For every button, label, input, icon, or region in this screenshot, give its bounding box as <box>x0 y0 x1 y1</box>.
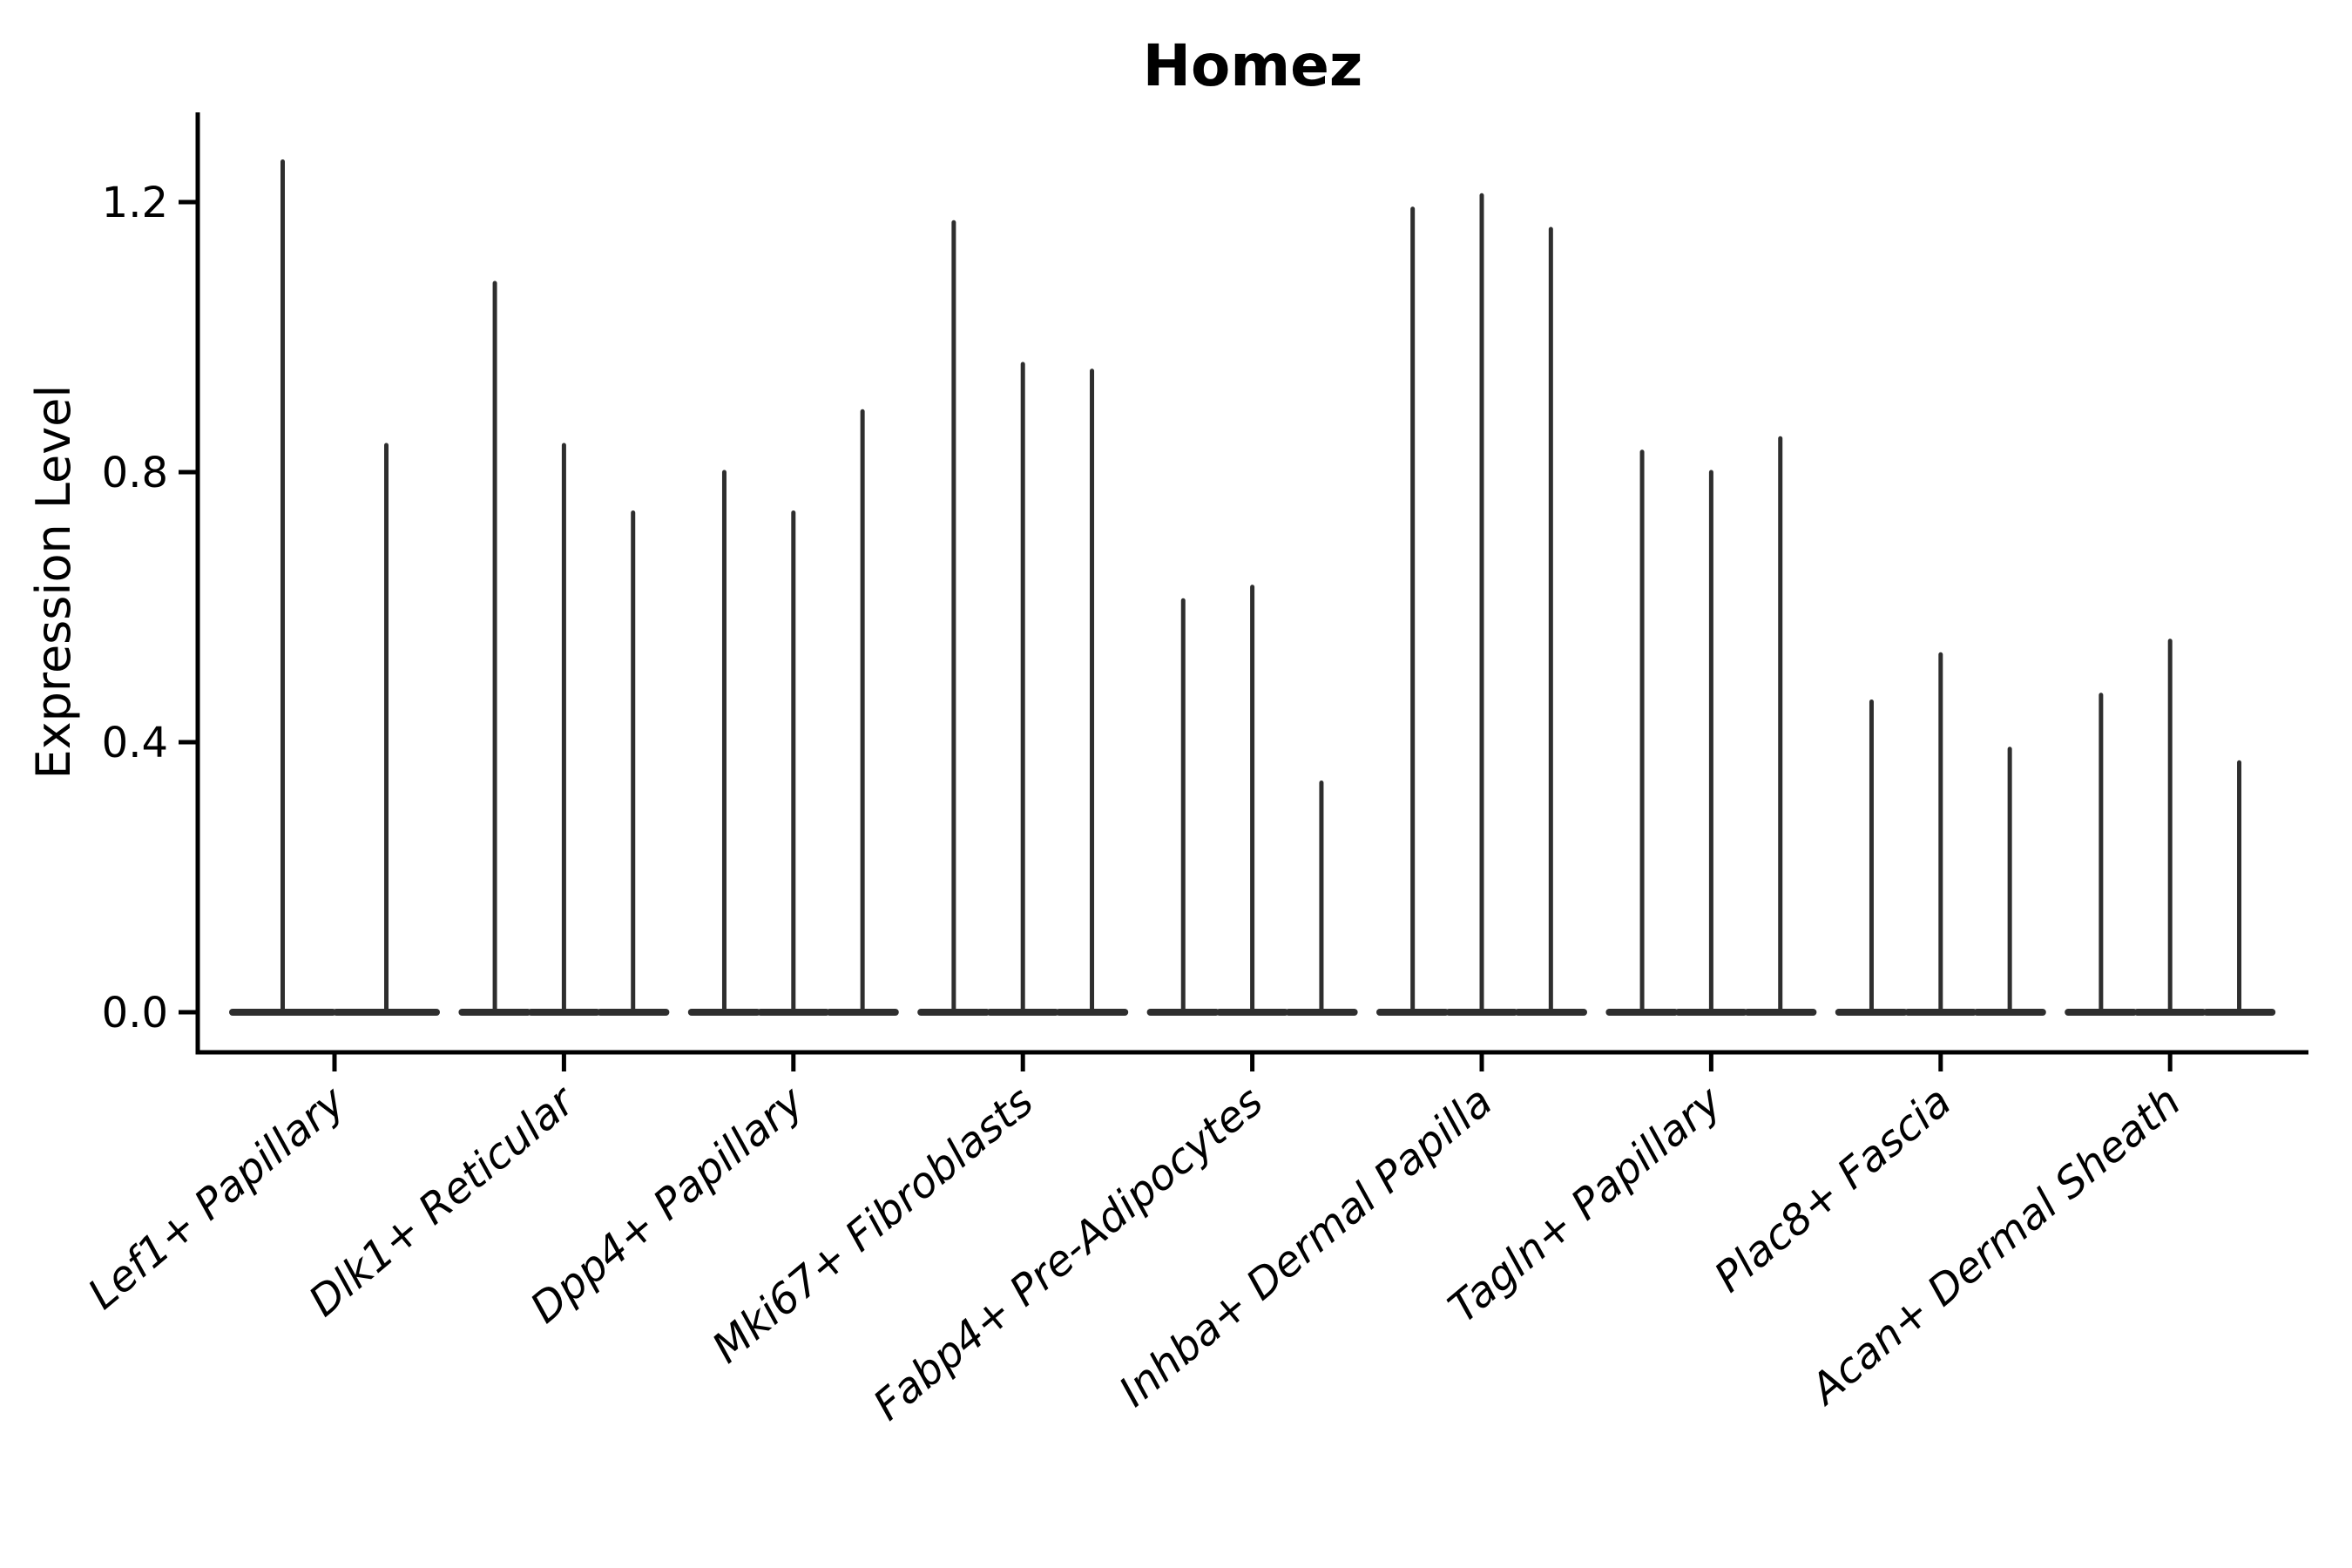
x-tick-label: Inhba+ Dermal Papilla <box>1110 1077 1501 1416</box>
y-axis-label: Expression Level <box>26 385 81 780</box>
x-tick-label: Plac8+ Fascia <box>1706 1077 1961 1301</box>
y-tick-label: 0.4 <box>102 719 168 767</box>
x-tick-label: Fabp4+ Pre-Adipocytes <box>864 1077 1272 1430</box>
x-tick-label: Acan+ Dermal Sheath <box>1800 1077 2190 1415</box>
y-tick-label: 1.2 <box>102 179 168 227</box>
chart-title: Homez <box>1143 32 1363 99</box>
y-tick-label: 0.0 <box>102 989 168 1037</box>
y-tick-label: 0.8 <box>102 449 168 497</box>
